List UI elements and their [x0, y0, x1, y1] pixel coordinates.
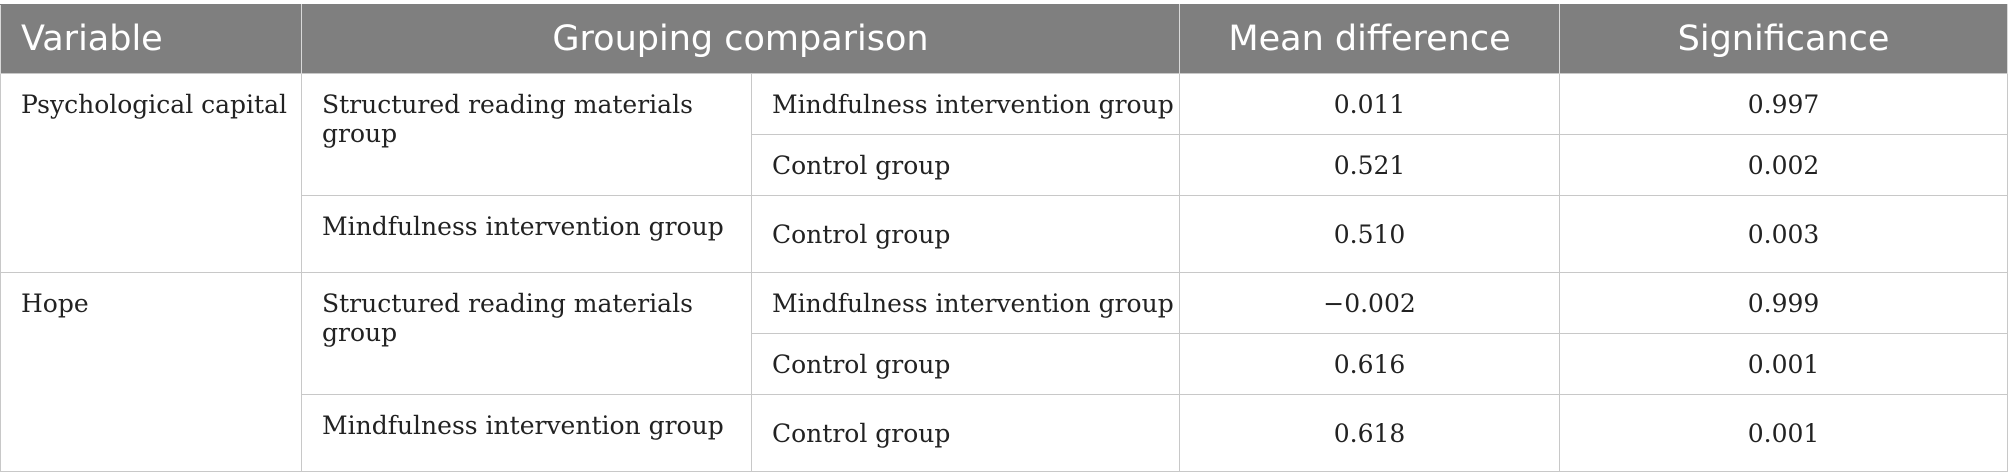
results-table: Variable Grouping comparison Mean differ…	[0, 4, 2009, 472]
header-mean-difference: Mean difference	[1179, 4, 1561, 74]
significance-cell: 0.002	[1559, 134, 2009, 196]
results-table-container: Variable Grouping comparison Mean differ…	[0, 4, 2009, 472]
significance-cell: 0.003	[1559, 195, 2009, 273]
comparison-cell: Control group	[750, 394, 1181, 472]
significance-cell: 0.001	[1559, 394, 2009, 472]
comparison-cell: Control group	[750, 333, 1181, 395]
group-cell: Mindfulness intervention group	[301, 195, 752, 273]
comparison-cell: Mindfulness intervention group	[750, 73, 1181, 135]
table-row: Hope Structured reading materials group …	[0, 272, 2009, 472]
table-row: Mindfulness intervention group Control g…	[1, 394, 2009, 472]
significance-cell: 0.999	[1559, 272, 2009, 334]
table-body: Psychological capital Structured reading…	[0, 73, 2009, 472]
significance-cell: 0.997	[1559, 73, 2009, 135]
header-grouping-comparison: Grouping comparison	[300, 4, 1181, 74]
table-header: Variable Grouping comparison Mean differ…	[0, 4, 2009, 74]
mean-difference-cell: 0.521	[1179, 134, 1561, 196]
header-variable: Variable	[0, 4, 302, 74]
table-row: Control group 0.521 0.002	[1, 134, 2009, 196]
header-row: Variable Grouping comparison Mean differ…	[0, 4, 2009, 74]
variable-cell: Psychological capital	[0, 73, 302, 273]
group-cell: Structured reading materials group	[301, 73, 752, 196]
comparison-cell: Mindfulness intervention group	[750, 272, 1181, 334]
mean-difference-cell: −0.002	[1179, 272, 1561, 334]
mean-difference-cell: 0.011	[1179, 73, 1561, 135]
header-significance: Significance	[1559, 4, 2009, 74]
table-row: Psychological capital Structured reading…	[0, 73, 2009, 273]
comparison-cell: Control group	[750, 195, 1181, 273]
group-cell: Structured reading materials group	[301, 272, 752, 395]
significance-cell: 0.001	[1559, 333, 2009, 395]
mean-difference-cell: 0.510	[1179, 195, 1561, 273]
variable-cell: Hope	[0, 272, 302, 472]
mean-difference-cell: 0.616	[1179, 333, 1561, 395]
table-row: Mindfulness intervention group Control g…	[1, 195, 2009, 273]
comparison-cell: Control group	[750, 134, 1181, 196]
